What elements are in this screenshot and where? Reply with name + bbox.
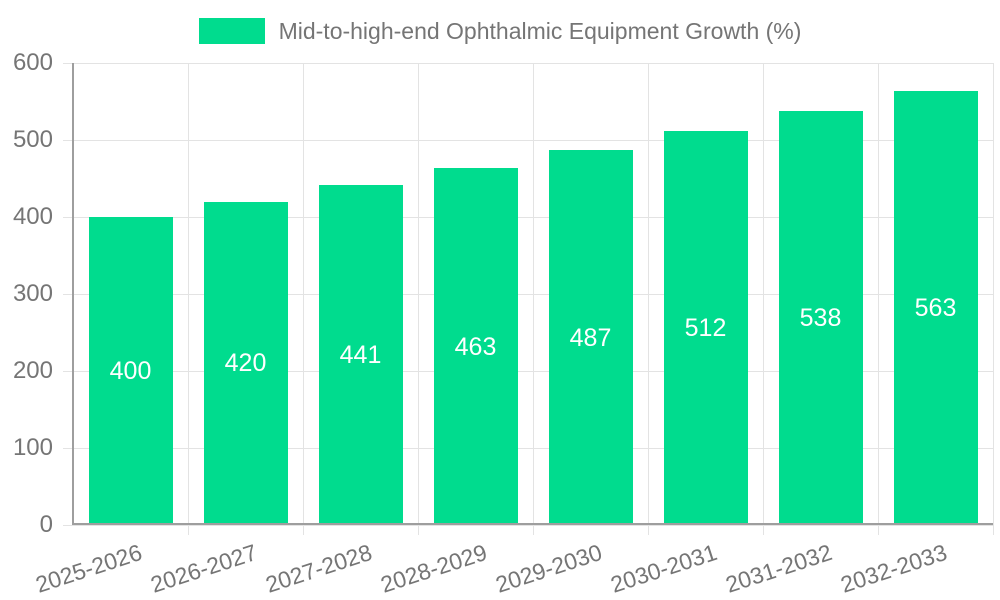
legend-swatch[interactable] — [198, 18, 265, 44]
x-axis-label: 2027-2028 — [261, 539, 375, 598]
bar-value-label: 441 — [339, 341, 382, 370]
y-gridline — [63, 139, 993, 141]
bar[interactable] — [663, 130, 748, 525]
y-axis-label: 200 — [12, 357, 53, 384]
x-gridline — [187, 63, 189, 535]
y-axis-label: 100 — [12, 434, 53, 461]
x-gridline — [877, 63, 879, 535]
y-gridline — [63, 370, 993, 372]
bar-value-label: 512 — [684, 313, 727, 342]
legend-label[interactable]: Mid-to-high-end Ophthalmic Equipment Gro… — [278, 17, 802, 44]
y-gridline — [63, 216, 993, 218]
bar[interactable] — [548, 150, 633, 525]
y-axis-line — [72, 63, 74, 525]
x-axis-label: 2028-2029 — [376, 539, 490, 598]
y-gridline — [63, 62, 993, 64]
x-gridline — [417, 63, 419, 535]
y-axis-label: 0 — [39, 511, 53, 538]
bar-value-label: 400 — [109, 357, 152, 385]
bar[interactable] — [88, 217, 173, 525]
bar[interactable] — [433, 168, 518, 525]
x-axis-line — [72, 523, 993, 525]
x-axis-label: 2032-2033 — [836, 539, 950, 598]
bar-value-label: 538 — [799, 303, 842, 332]
y-gridline — [63, 293, 993, 295]
x-axis-label: 2029-2030 — [491, 539, 605, 598]
bar-value-label: 487 — [569, 323, 612, 352]
bar-value-label: 420 — [224, 349, 267, 378]
y-axis-label: 300 — [12, 280, 53, 307]
x-gridline — [647, 63, 649, 535]
y-gridline — [63, 524, 993, 526]
x-axis-label: 2031-2032 — [721, 539, 835, 598]
x-axis-label: 2025-2026 — [31, 539, 145, 598]
y-axis-label: 600 — [12, 49, 53, 76]
x-gridline — [762, 63, 764, 535]
x-axis-label: 2026-2027 — [146, 539, 260, 598]
bar[interactable] — [203, 201, 288, 525]
bar[interactable] — [778, 110, 863, 525]
bar-value-label: 563 — [914, 294, 957, 323]
x-axis-label: 2030-2031 — [606, 539, 720, 598]
bar[interactable] — [893, 91, 978, 525]
x-gridline — [302, 63, 304, 535]
y-gridline — [63, 447, 993, 449]
bar-value-label: 463 — [454, 332, 497, 361]
y-axis-label: 500 — [12, 126, 53, 153]
x-gridline — [992, 63, 994, 535]
plot-area: 0 100 200 300 400 500 600 400 2025-2026 420 2026-2… — [13, 49, 994, 598]
y-axis-label: 400 — [12, 203, 53, 230]
chart-legend: Mid-to-high-end Ophthalmic Equipment Gro… — [0, 14, 1000, 48]
x-gridline — [532, 63, 534, 535]
bar[interactable] — [318, 185, 403, 525]
